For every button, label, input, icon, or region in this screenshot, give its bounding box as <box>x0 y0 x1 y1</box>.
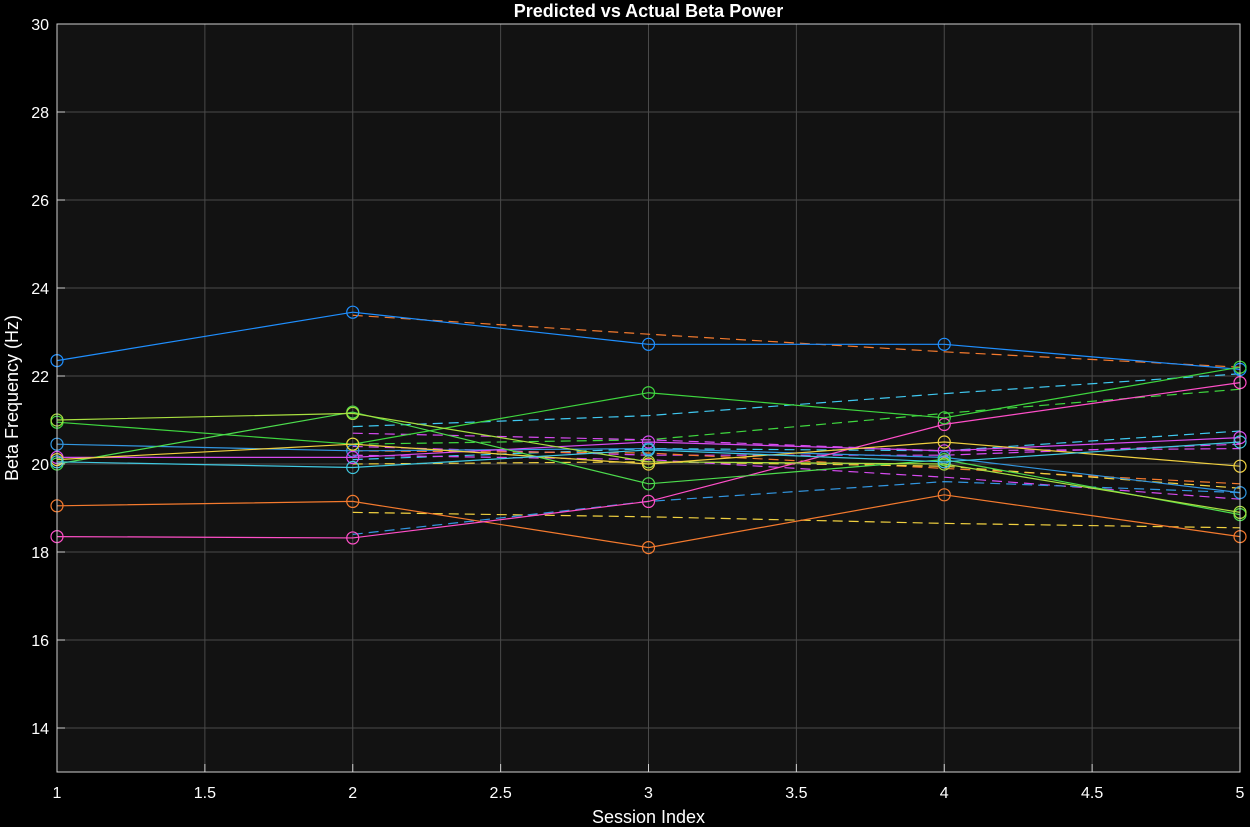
predicted-series-line <box>352 314 1241 368</box>
x-tick-label: 1 <box>53 785 62 802</box>
actual-data-point <box>641 435 656 449</box>
actual-series-line <box>56 382 1241 539</box>
x-tick-label: 3.5 <box>785 785 807 802</box>
predicted-series-line <box>352 373 1241 428</box>
predicted-series-line <box>352 443 1241 456</box>
actual-series-line <box>56 441 1241 467</box>
actual-series-line <box>56 494 1241 549</box>
x-tick-label: 5 <box>1236 785 1245 802</box>
actual-data-point <box>346 305 360 319</box>
grid <box>56 23 1241 772</box>
actual-series-line <box>56 412 1241 513</box>
actual-data-point <box>937 411 951 425</box>
actual-data-point <box>346 437 360 451</box>
actual-data-point <box>641 540 656 555</box>
actual-data-point <box>641 457 656 471</box>
x-tick-label: 3 <box>644 785 653 802</box>
actual-data-point <box>937 455 951 469</box>
actual-data-point <box>641 477 656 491</box>
x-tick-label: 4.5 <box>1081 785 1103 802</box>
actual-data-point <box>641 443 656 457</box>
actual-series-line <box>56 366 1241 445</box>
x-tick-label: 2 <box>348 785 357 802</box>
predicted-series-line <box>352 450 1241 485</box>
predicted-series-line <box>352 511 1241 529</box>
y-tick-label: 14 <box>31 721 49 738</box>
actual-data-point <box>346 406 360 420</box>
tick-labels: 1 1.5 2 2.5 3 3.5 4 4.5 5 14 16 18 20 22 24 26 28 30 <box>31 17 1244 802</box>
actual-data-point <box>937 337 951 351</box>
actual-data-point <box>641 337 656 351</box>
actual-series-line <box>56 311 1241 370</box>
actual-data-point <box>346 494 360 508</box>
predicted-series-line <box>352 461 1241 489</box>
y-tick-label: 18 <box>31 545 49 562</box>
actual-series-line <box>57 437 1241 458</box>
actual-data-point <box>346 531 360 545</box>
y-tick-label: 26 <box>31 193 49 210</box>
predicted-series-line <box>352 388 1241 445</box>
y-tick-label: 16 <box>31 633 49 650</box>
actual-series-line <box>56 411 1241 516</box>
actual-data-point <box>937 488 951 502</box>
x-tick-label: 2.5 <box>490 785 512 802</box>
y-axis-label: Beta Frequency (Hz) <box>2 315 22 481</box>
y-tick-label: 20 <box>31 457 49 474</box>
y-tick-label: 30 <box>31 17 49 34</box>
actual-series-line <box>56 441 1241 469</box>
y-tick-label: 24 <box>31 281 49 298</box>
actual-data-point <box>346 460 360 475</box>
x-tick-label: 1.5 <box>194 785 216 802</box>
y-tick-label: 22 <box>31 369 49 386</box>
actual-data-point <box>641 494 656 508</box>
actual-data-point <box>937 444 951 458</box>
actual-data-point <box>641 386 656 400</box>
y-tick-label: 28 <box>31 105 49 122</box>
actual-data-point <box>937 435 951 449</box>
chart-title: Predicted vs Actual Beta Power <box>514 1 783 21</box>
actual-series-line <box>56 443 1241 494</box>
x-axis-label: Session Index <box>592 807 705 827</box>
series-layer <box>50 305 1247 555</box>
x-tick-label: 4 <box>940 785 949 802</box>
actual-data-point <box>346 450 360 464</box>
